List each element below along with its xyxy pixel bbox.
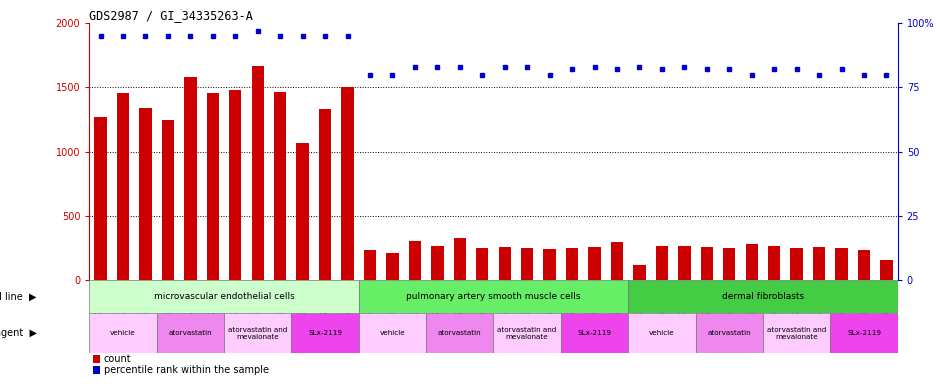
Bar — [498, 247, 511, 280]
Text: dermal fibroblasts: dermal fibroblasts — [722, 292, 804, 301]
Bar — [224, 313, 291, 353]
Text: count: count — [103, 354, 132, 364]
Bar — [319, 109, 331, 280]
Bar — [836, 248, 848, 280]
Bar — [229, 90, 242, 280]
Bar — [386, 253, 399, 280]
Bar — [93, 354, 100, 363]
Bar — [274, 92, 287, 280]
Bar — [566, 248, 578, 280]
Text: atorvastatin: atorvastatin — [438, 330, 481, 336]
Bar — [94, 117, 107, 280]
Bar — [700, 247, 713, 280]
Text: atorvastatin and
mevalonate: atorvastatin and mevalonate — [497, 326, 556, 339]
Bar — [494, 313, 561, 353]
Text: cell line  ▶: cell line ▶ — [0, 292, 37, 302]
Text: GDS2987 / GI_34335263-A: GDS2987 / GI_34335263-A — [89, 9, 253, 22]
Text: microvascular endothelial cells: microvascular endothelial cells — [153, 292, 294, 301]
Text: SLx-2119: SLx-2119 — [308, 330, 342, 336]
Bar — [207, 93, 219, 280]
Bar — [678, 246, 691, 280]
Text: atorvastatin: atorvastatin — [168, 330, 212, 336]
Bar — [628, 280, 898, 313]
Text: atorvastatin: atorvastatin — [708, 330, 751, 336]
Text: pulmonary artery smooth muscle cells: pulmonary artery smooth muscle cells — [406, 292, 581, 301]
Bar — [634, 265, 646, 280]
Bar — [364, 250, 376, 280]
Bar — [611, 242, 623, 280]
Bar — [341, 88, 353, 280]
Bar — [858, 250, 870, 280]
Bar — [561, 313, 628, 353]
Text: atorvastatin and
mevalonate: atorvastatin and mevalonate — [228, 326, 288, 339]
Text: agent  ▶: agent ▶ — [0, 328, 37, 338]
Bar — [543, 249, 556, 280]
Bar — [880, 260, 893, 280]
Bar — [521, 248, 533, 280]
Bar — [830, 313, 898, 353]
Bar — [89, 280, 359, 313]
Bar — [813, 247, 825, 280]
Bar — [791, 248, 803, 280]
Text: vehicle: vehicle — [649, 330, 675, 336]
Bar — [359, 280, 628, 313]
Text: percentile rank within the sample: percentile rank within the sample — [103, 366, 269, 376]
Bar — [157, 313, 224, 353]
Bar — [252, 66, 264, 280]
Bar — [93, 366, 100, 374]
Bar — [656, 246, 668, 280]
Bar — [696, 313, 763, 353]
Bar — [628, 313, 696, 353]
Bar — [184, 77, 196, 280]
Bar — [139, 108, 151, 280]
Bar — [89, 313, 157, 353]
Text: SLx-2119: SLx-2119 — [847, 330, 881, 336]
Bar — [476, 248, 489, 280]
Bar — [431, 246, 444, 280]
Bar — [588, 247, 601, 280]
Bar — [117, 93, 129, 280]
Bar — [723, 248, 735, 280]
Text: SLx-2119: SLx-2119 — [577, 330, 612, 336]
Bar — [454, 238, 466, 280]
Bar — [359, 313, 426, 353]
Text: atorvastatin and
mevalonate: atorvastatin and mevalonate — [767, 326, 826, 339]
Bar — [409, 241, 421, 280]
Bar — [768, 246, 780, 280]
Bar — [763, 313, 830, 353]
Bar — [291, 313, 359, 353]
Bar — [745, 244, 758, 280]
Bar — [296, 143, 309, 280]
Bar — [426, 313, 494, 353]
Text: vehicle: vehicle — [380, 330, 405, 336]
Text: vehicle: vehicle — [110, 330, 136, 336]
Bar — [162, 119, 174, 280]
